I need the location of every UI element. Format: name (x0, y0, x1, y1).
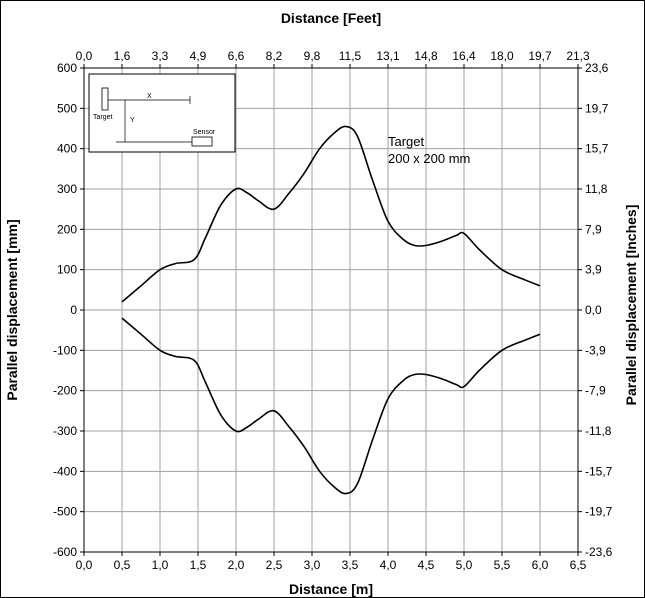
tick-labels: 0,0 0,0 0,5 1,6 1,0 3,3 1,5 4,9 2,0 6,6 2,5 8,2 3,0 9… (53, 49, 613, 572)
series-upper-line (121, 125, 541, 303)
top-tick-label: 14,8 (414, 49, 438, 63)
right-axis-title: Parallel displacement [Inches] (623, 205, 639, 406)
right-tick-label: -15,7 (585, 464, 613, 478)
top-tick-label: 0,0 (76, 49, 93, 63)
right-tick-label: 0,0 (585, 303, 602, 317)
inset-sensor-label: Sensor (193, 129, 216, 136)
y-tick-label: 0 (70, 303, 77, 317)
y-tick-label: -300 (53, 424, 77, 438)
series-lower-line (121, 317, 541, 495)
y-tick-label: 300 (57, 182, 77, 196)
y-tick-label: 400 (57, 142, 77, 156)
x-tick-label: 3,5 (342, 558, 359, 572)
series-lines (121, 125, 541, 495)
x-tick-label: 1,5 (190, 558, 207, 572)
annotation-line-1: Target (388, 134, 425, 149)
top-tick-label: 16,4 (452, 49, 476, 63)
inset-x-label: X (147, 93, 152, 100)
bottom-axis-title: Distance [m] (289, 581, 373, 597)
x-tick-label: 0,0 (76, 558, 93, 572)
x-tick-label: 2,5 (266, 558, 283, 572)
x-tick-label: 3,0 (304, 558, 321, 572)
y-tick-label: -500 (53, 505, 77, 519)
y-tick-label: 100 (57, 263, 77, 277)
right-tick-label: 15,7 (585, 142, 609, 156)
x-tick-label: 0,5 (114, 558, 131, 572)
x-tick-label: 4,5 (418, 558, 435, 572)
top-tick-label: 19,7 (528, 49, 552, 63)
x-tick-label: 4,0 (380, 558, 397, 572)
y-tick-label: -400 (53, 464, 77, 478)
setup-diagram-inset: X Y Target Sensor (88, 73, 236, 153)
right-tick-label: 19,7 (585, 101, 609, 115)
y-tick-label: -200 (53, 384, 77, 398)
right-tick-label: -11,8 (585, 424, 612, 438)
left-axis-title: Parallel displacement [mm] (4, 219, 20, 400)
top-tick-label: 21,3 (566, 49, 590, 63)
y-tick-label: -600 (53, 545, 77, 559)
top-tick-label: 3,3 (152, 49, 169, 63)
x-tick-label: 2,0 (228, 558, 245, 572)
x-tick-label: 1,0 (152, 558, 169, 572)
x-tick-label: 6,5 (570, 558, 587, 572)
top-tick-label: 6,6 (228, 49, 245, 63)
y-tick-label: 500 (57, 101, 77, 115)
y-tick-label: 200 (57, 222, 77, 236)
top-tick-label: 9,8 (304, 49, 321, 63)
annotation-line-2: 200 x 200 mm (388, 151, 470, 166)
top-axis-title: Distance [Feet] (281, 10, 381, 26)
inset-target-label: Target (93, 114, 113, 121)
y-tick-label: 600 (57, 61, 77, 75)
right-tick-label: 23,6 (585, 61, 609, 75)
x-tick-label: 5,5 (494, 558, 511, 572)
top-tick-label: 1,6 (114, 49, 131, 63)
x-tick-label: 5,0 (456, 558, 473, 572)
top-tick-label: 13,1 (376, 49, 400, 63)
right-tick-label: -23,6 (585, 545, 613, 559)
inset-y-label: Y (130, 117, 135, 124)
inset-target-rect (101, 87, 109, 111)
right-tick-label: -3,9 (585, 343, 606, 357)
top-tick-label: 8,2 (266, 49, 283, 63)
inset-sensor-rect (191, 136, 213, 147)
inset-box (88, 73, 236, 153)
top-tick-label: 18,0 (490, 49, 514, 63)
right-tick-label: 3,9 (585, 263, 602, 277)
top-tick-label: 4,9 (190, 49, 207, 63)
right-tick-label: 11,8 (585, 182, 608, 196)
x-tick-label: 6,0 (532, 558, 549, 572)
y-tick-label: -100 (53, 343, 77, 357)
right-tick-label: -7,9 (585, 384, 606, 398)
right-tick-label: -19,7 (585, 505, 613, 519)
right-tick-label: 7,9 (585, 222, 602, 236)
top-tick-label: 11,5 (339, 49, 362, 63)
